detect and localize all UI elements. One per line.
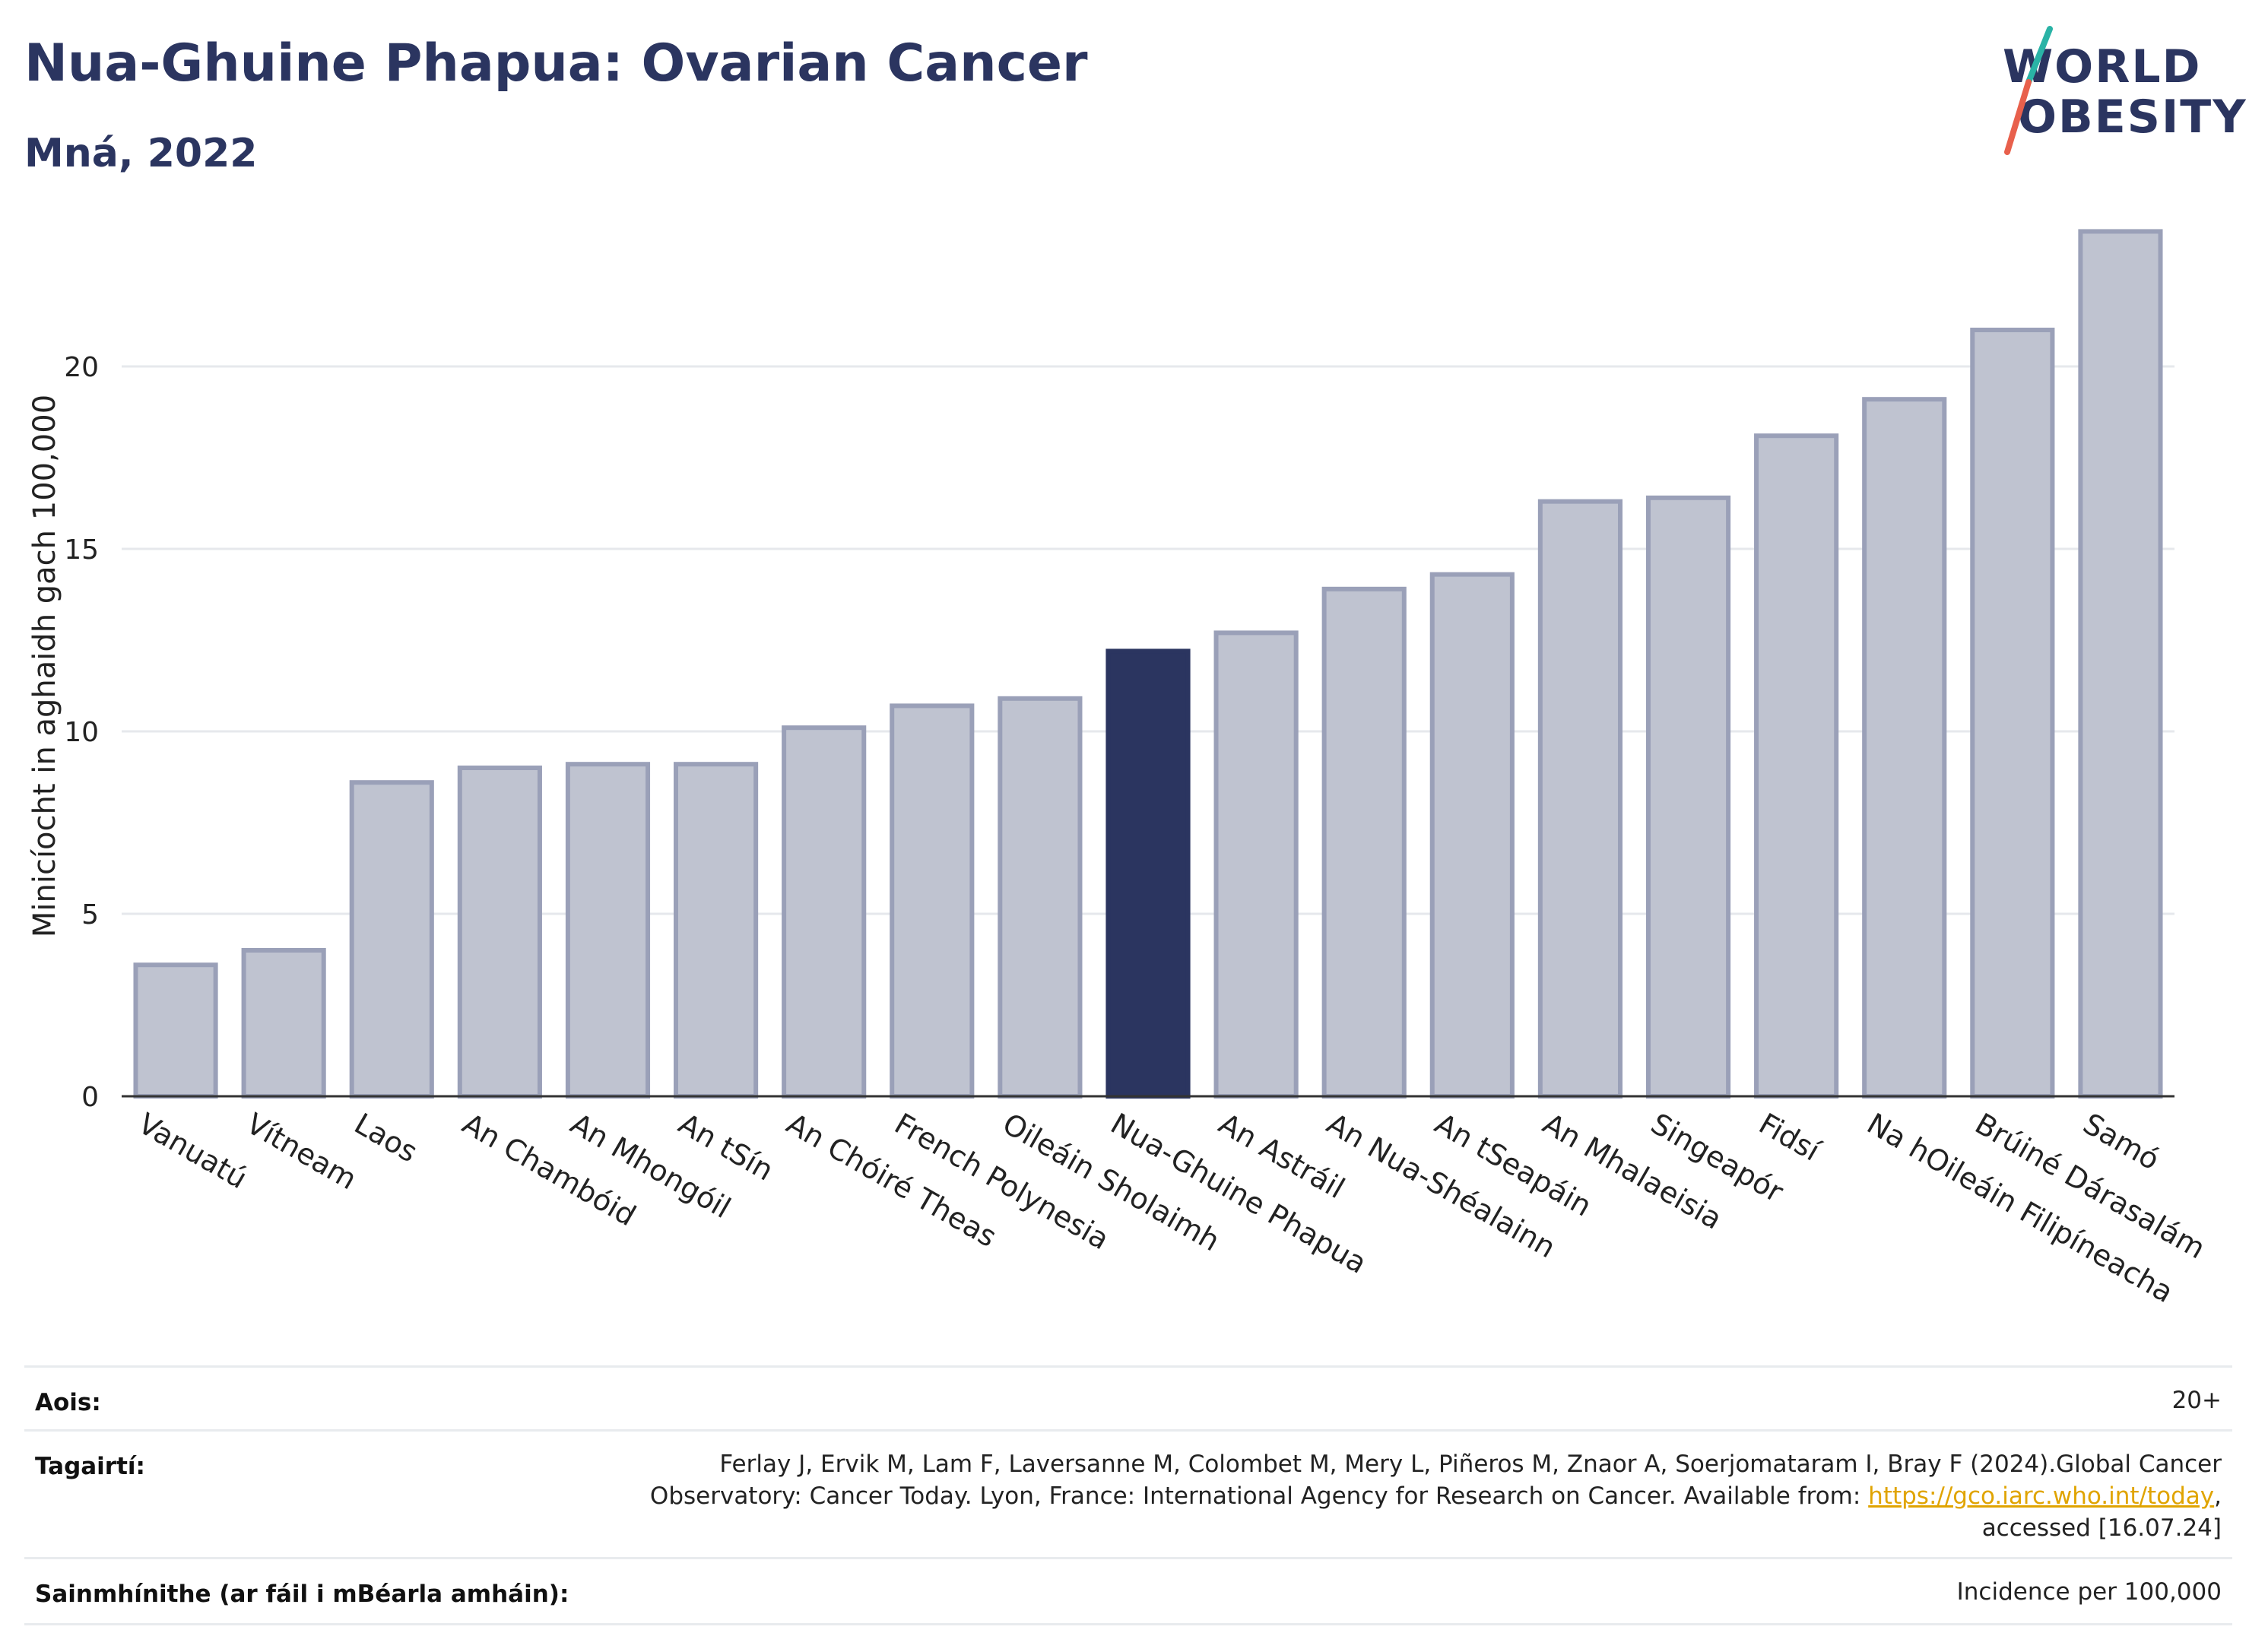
bar [674, 762, 759, 1099]
x-tick-label: An Mhalaeisia [1537, 1107, 1727, 1236]
y-tick-label: 5 [81, 899, 99, 931]
y-axis-ticks: 0 5 10 15 20 [64, 352, 99, 1113]
age-value: 20+ [2171, 1387, 2222, 1414]
reference-link[interactable]: https://gco.iarc.who.int/today [1868, 1482, 2215, 1510]
bar [457, 766, 542, 1099]
x-tick-label: Vítneam [241, 1107, 363, 1197]
bar [1754, 433, 1839, 1099]
y-tick-label: 15 [64, 534, 99, 566]
bar [241, 948, 326, 1099]
x-tick-label: Samó [2077, 1107, 2165, 1177]
world-obesity-logo: WORLD OBESITY [1984, 23, 2246, 160]
bar [565, 762, 651, 1099]
references-label: Tagairtí: [35, 1453, 145, 1480]
bar [1537, 499, 1623, 1099]
bar [998, 696, 1083, 1099]
bar [2078, 229, 2163, 1099]
x-tick-label: Vanuatú [133, 1107, 253, 1195]
chart-subtitle: Mná, 2022 [24, 131, 258, 176]
y-tick-label: 20 [64, 352, 99, 383]
bar [133, 962, 218, 1099]
logo-slash-icon [2004, 26, 2053, 155]
reference-line-3: accessed [16.07.24] [1981, 1514, 2222, 1542]
reference-line-1: Ferlay J, Ervik M, Lam F, Laversanne M, … [719, 1451, 2222, 1478]
bar [349, 780, 434, 1099]
bars [133, 229, 2163, 1099]
logo-text-obesity: OBESITY [2018, 90, 2247, 144]
bar [890, 703, 975, 1099]
bar [1970, 328, 2055, 1099]
y-tick-label: 10 [64, 717, 99, 748]
reference-line-2-end: , [2214, 1482, 2222, 1510]
bar [1429, 572, 1515, 1099]
y-axis-label: Minicíocht in aghaidh gach 100,000 [27, 395, 62, 937]
bar [782, 725, 867, 1099]
meta-row-references: Tagairtí: Ferlay J, Ervik M, Lam F, Lave… [24, 1429, 2232, 1559]
chart-title: Nua-Ghuine Phapua: Ovarian Cancer [24, 33, 1088, 94]
bar-highlighted [1105, 648, 1191, 1099]
definitions-value: Incidence per 100,000 [1956, 1578, 2222, 1606]
bar [1862, 397, 1947, 1099]
references-value: Ferlay J, Ervik M, Lam F, Laversanne M, … [473, 1448, 2222, 1544]
bar [1321, 586, 1407, 1099]
x-tick-label: Laos [349, 1107, 423, 1169]
y-tick-label: 0 [81, 1082, 99, 1113]
x-tick-label: Fidsí [1753, 1107, 1826, 1168]
reference-line-2: Observatory: Cancer Today. Lyon, France:… [473, 1480, 2222, 1512]
reference-line-2-text: Observatory: Cancer Today. Lyon, France:… [649, 1482, 1869, 1510]
bar [1645, 495, 1731, 1099]
definitions-label: Sainmhínithe (ar fáil i mBéarla amháin): [35, 1581, 569, 1608]
bar [1213, 630, 1299, 1099]
age-label: Aois: [35, 1389, 101, 1416]
meta-row-definitions: Sainmhínithe (ar fáil i mBéarla amháin):… [24, 1557, 2232, 1625]
meta-row-age: Aois: 20+ [24, 1365, 2232, 1432]
